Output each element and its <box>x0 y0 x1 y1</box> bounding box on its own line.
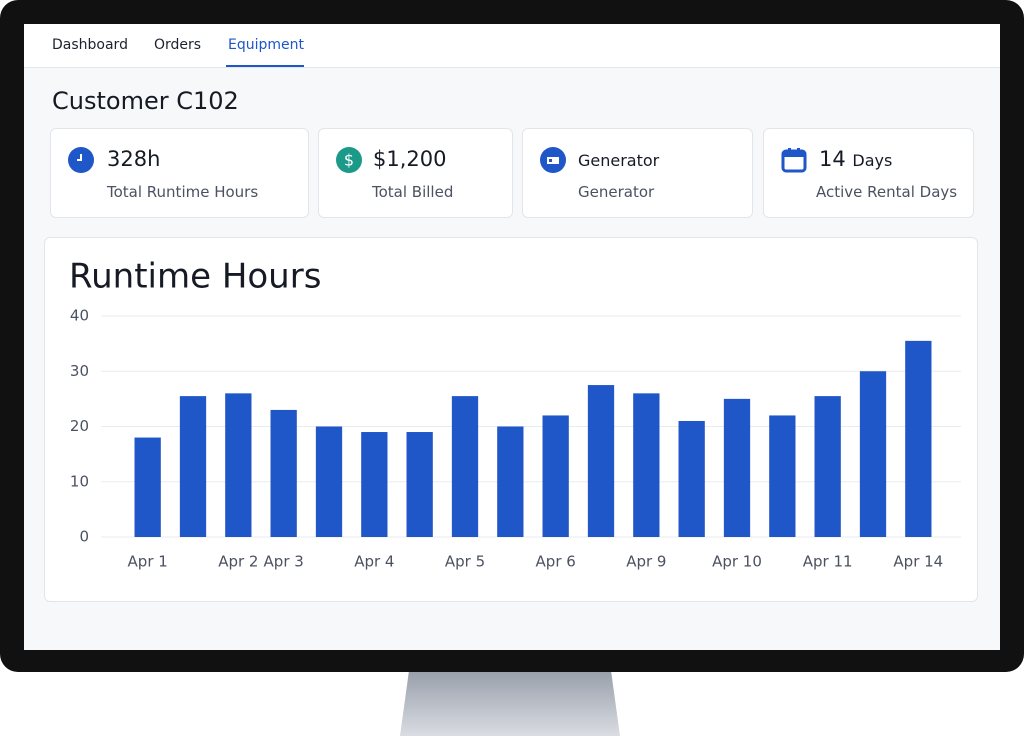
card-value: 328h <box>107 147 161 171</box>
y-tick-label: 30 <box>70 362 89 380</box>
stat-card: 14 Days Active Rental Days <box>763 128 974 218</box>
card-value: Generator <box>578 151 660 170</box>
chart-title: Runtime Hours <box>69 257 321 297</box>
bar <box>406 432 433 537</box>
chart: Runtime Hours 0 10 20 30 40 Apr 1 Apr 2 Apr 3 Ap… <box>69 257 961 571</box>
generator-icon <box>540 147 566 173</box>
x-tick-label: Apr 6 <box>536 553 576 571</box>
stat-card: $ $1,200 Total Billed <box>318 128 513 218</box>
card-unit: Days <box>852 151 893 170</box>
x-tick-label: Apr 14 <box>893 553 943 571</box>
bar <box>905 340 932 537</box>
bar <box>179 396 207 537</box>
monitor-stand <box>400 672 620 736</box>
nav-bar: Dashboard Orders Equipment <box>24 24 1000 68</box>
card-value: 14 Days <box>819 147 892 171</box>
nav-tab[interactable]: Dashboard <box>52 37 128 53</box>
page-title: Customer C102 <box>52 87 239 115</box>
stat-card: Generator Generator <box>522 128 753 218</box>
bar <box>225 393 252 537</box>
bar <box>451 396 479 537</box>
card-label: Total Runtime Hours <box>107 183 259 201</box>
chart-card: Runtime Hours 0 10 20 30 40 Apr 1 Apr 2 Apr 3 Ap… <box>44 237 978 602</box>
clock-icon <box>68 147 94 173</box>
bar <box>678 420 705 537</box>
y-tick-label: 40 <box>70 307 89 325</box>
card-label: Total Billed <box>372 183 454 201</box>
bar <box>587 385 615 537</box>
card-number: 14 <box>819 147 846 171</box>
bar <box>497 426 524 537</box>
x-tick-label: Apr 9 <box>626 553 666 571</box>
bar <box>134 437 161 537</box>
bar <box>633 393 660 537</box>
nav-tab[interactable]: Orders <box>154 37 202 53</box>
x-tick-label: Apr 10 <box>712 553 762 571</box>
card-label: Generator <box>578 183 655 201</box>
nav-tab[interactable]: Equipment <box>228 37 304 53</box>
x-tick-label: Apr 1 <box>128 553 168 571</box>
bar <box>315 426 343 537</box>
bar <box>361 432 388 537</box>
calendar-icon <box>781 148 807 173</box>
bar <box>814 396 841 537</box>
x-tick-label: Apr 5 <box>445 553 485 571</box>
card-value: $1,200 <box>373 147 447 171</box>
bar <box>723 398 751 537</box>
x-tick-label: Apr 2 <box>218 553 258 571</box>
screen: Dashboard Orders Equipment Customer C102… <box>24 24 1000 650</box>
y-tick-label: 20 <box>70 417 89 435</box>
dollar-icon: $ <box>336 147 362 173</box>
x-tick-label: Apr 4 <box>354 553 394 571</box>
card-label: Active Rental Days <box>816 183 958 201</box>
bar <box>542 415 569 537</box>
bar <box>270 409 297 537</box>
svg-text:$: $ <box>344 151 354 170</box>
bar <box>769 415 796 537</box>
stat-card: 328h Total Runtime Hours <box>50 128 309 218</box>
tab-underline <box>226 65 304 67</box>
y-tick-label: 0 <box>79 528 89 546</box>
y-tick-label: 10 <box>70 472 89 490</box>
x-tick-label: Apr 11 <box>803 553 853 571</box>
bar <box>859 371 887 537</box>
x-tick-label: Apr 3 <box>264 553 304 571</box>
